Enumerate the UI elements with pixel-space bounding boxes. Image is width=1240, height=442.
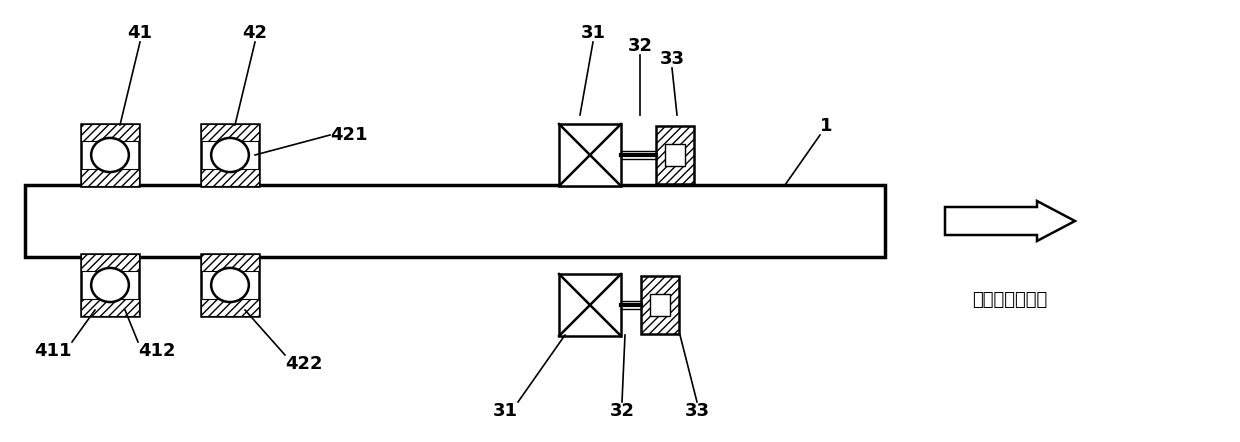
Bar: [201, 124, 259, 141]
Text: 32: 32: [610, 402, 635, 420]
Text: 421: 421: [330, 126, 367, 144]
Text: 31: 31: [494, 402, 518, 420]
Ellipse shape: [211, 138, 249, 172]
Bar: [81, 169, 139, 186]
Bar: [81, 124, 139, 186]
Text: 33: 33: [660, 50, 684, 68]
Text: 31: 31: [580, 24, 605, 42]
Text: 1: 1: [820, 117, 832, 135]
Bar: [201, 124, 259, 186]
Bar: [201, 299, 259, 316]
Text: 33: 33: [684, 402, 709, 420]
Text: 41: 41: [128, 24, 153, 42]
Text: 412: 412: [138, 342, 176, 360]
Bar: [81, 124, 139, 141]
Bar: [201, 254, 259, 316]
Bar: [81, 299, 139, 316]
Bar: [665, 144, 686, 166]
Bar: [81, 254, 139, 271]
Bar: [650, 294, 671, 316]
Ellipse shape: [92, 138, 129, 172]
Bar: [656, 126, 694, 184]
Ellipse shape: [92, 268, 129, 302]
Bar: [559, 274, 621, 336]
Bar: [201, 254, 259, 271]
Bar: [201, 169, 259, 186]
Text: 钑丝绳运行方向: 钑丝绳运行方向: [972, 291, 1048, 309]
Text: 32: 32: [627, 37, 652, 55]
Text: 411: 411: [35, 342, 72, 360]
Bar: [25, 185, 885, 257]
Bar: [81, 254, 139, 316]
Bar: [559, 124, 621, 186]
Ellipse shape: [211, 268, 249, 302]
Text: 42: 42: [243, 24, 268, 42]
Text: 422: 422: [285, 355, 322, 373]
FancyArrow shape: [945, 201, 1075, 241]
Bar: [641, 276, 680, 334]
